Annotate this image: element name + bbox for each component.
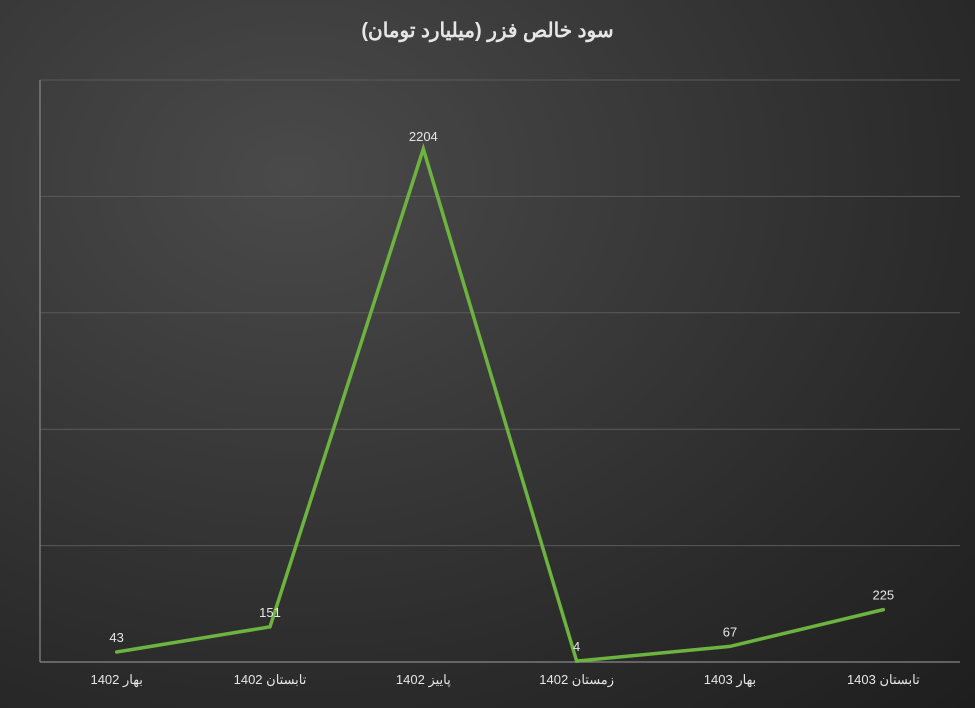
data-label: 67 [723,624,737,639]
line-chart: 43 151 2204 4 67 225 بهار 1402 تابستان 1402 پایی… [0,0,975,708]
data-label: 2204 [409,129,438,144]
x-axis-label: تابستان 1403 [847,672,920,687]
data-label: 151 [259,605,281,620]
x-axis-label: زمستان 1402 [539,672,614,688]
x-axis-label: پاییز 1402 [396,672,451,688]
data-label: 4 [573,639,580,654]
data-label: 43 [109,630,123,645]
x-axis-label: بهار 1403 [704,672,756,688]
series-line [117,149,884,661]
x-axis-label: بهار 1402 [90,672,142,688]
data-label: 225 [872,588,894,603]
chart-container: سود خالص فزر (میلیارد تومان) 43151220446… [0,0,975,708]
x-axis-label: تابستان 1402 [234,672,307,687]
